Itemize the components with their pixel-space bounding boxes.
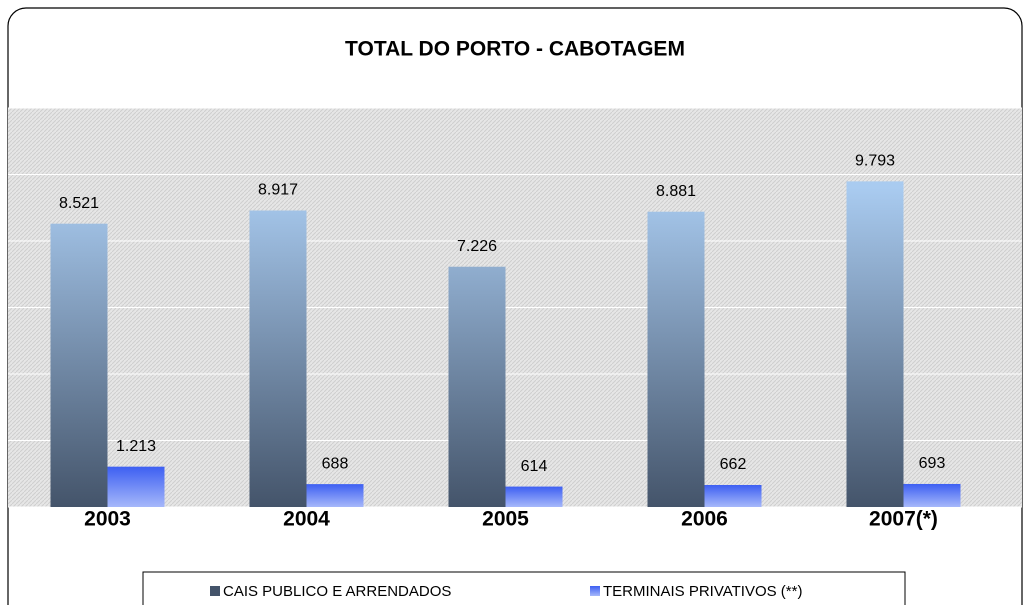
bar xyxy=(107,466,165,507)
data-label: 8.917 xyxy=(258,182,298,199)
x-tick-label: 2003 xyxy=(84,508,131,531)
legend-swatch xyxy=(590,586,600,596)
x-tick-label: 2004 xyxy=(283,508,330,531)
x-tick-label: 2007(*) xyxy=(869,508,938,531)
data-label: 7.226 xyxy=(457,238,497,255)
legend-label: CAIS PUBLICO E ARRENDADOS xyxy=(223,583,451,600)
x-tick-label: 2005 xyxy=(482,508,529,531)
bar xyxy=(306,484,364,507)
bar xyxy=(704,484,762,507)
legend-swatch xyxy=(210,586,220,596)
bar xyxy=(647,211,705,507)
bar xyxy=(50,223,108,507)
data-label: 662 xyxy=(720,456,747,473)
bar xyxy=(448,266,506,507)
data-label: 1.213 xyxy=(116,438,156,455)
bar xyxy=(505,486,563,507)
chart-title: TOTAL DO PORTO - CABOTAGEM xyxy=(345,38,685,61)
data-label: 693 xyxy=(919,455,946,472)
bar xyxy=(903,483,961,507)
legend-box xyxy=(142,571,906,605)
data-label: 614 xyxy=(521,458,548,475)
bar xyxy=(846,181,904,507)
bar xyxy=(249,210,307,507)
legend-label: TERMINAIS PRIVATIVOS (**) xyxy=(603,583,802,600)
data-label: 9.793 xyxy=(855,153,895,170)
data-label: 8.521 xyxy=(59,195,99,212)
x-tick-label: 2006 xyxy=(681,508,728,531)
data-label: 8.881 xyxy=(656,183,696,200)
data-label: 688 xyxy=(322,455,349,472)
